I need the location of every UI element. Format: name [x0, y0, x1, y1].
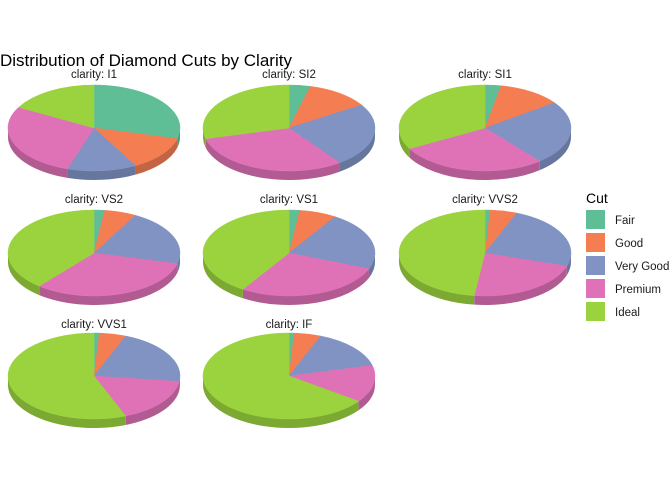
- legend-key-good: [586, 233, 605, 252]
- pie-wall-ideal: [203, 376, 359, 429]
- legend-label-ideal: Ideal: [615, 307, 640, 319]
- pie-slice-very-good: [484, 102, 572, 162]
- facet-label: clarity: I1: [71, 69, 117, 81]
- pie-wall-ideal: [203, 128, 206, 148]
- legend: Cut Fair Good Very Good Premium Ideal: [586, 190, 669, 321]
- legend-entries: Fair Good Very Good Premium Ideal: [586, 210, 669, 321]
- facet-label: clarity: VVS2: [452, 194, 518, 206]
- pie-slice-premium: [288, 365, 376, 402]
- pie-slice-ideal: [398, 209, 486, 296]
- pie-slice-ideal: [18, 84, 95, 129]
- pie-slice-premium: [38, 252, 178, 297]
- pie-wall-premium: [242, 268, 369, 305]
- chart-title: Distribution of Diamond Cuts by Clarity: [0, 51, 292, 70]
- pie-slice-ideal: [7, 209, 95, 287]
- pie-wall-ideal: [7, 253, 40, 296]
- pie-slice-ideal: [202, 84, 290, 139]
- facet-if: clarity: IF: [202, 319, 376, 429]
- pie-wall-very-good: [566, 253, 571, 276]
- facet-label: clarity: VS2: [65, 194, 123, 206]
- pie-wall-premium: [205, 138, 340, 180]
- pie-wall-very-good: [177, 253, 180, 273]
- pie-slice-premium: [242, 252, 370, 297]
- pie-wall-premium: [474, 266, 567, 305]
- pie-slice-very-good: [288, 216, 376, 270]
- pie-wall-very-good: [339, 128, 375, 172]
- pie-slice-ideal: [202, 332, 360, 420]
- legend-key-premium: [586, 279, 605, 298]
- facet-si2: clarity: SI2: [202, 69, 376, 180]
- pie-wall-fair: [177, 128, 180, 148]
- legend-label-good: Good: [615, 238, 643, 250]
- legend-key-very-good: [586, 256, 605, 275]
- pie-slice-premium: [409, 127, 541, 172]
- pie-slice-good: [288, 86, 363, 129]
- facet-vs2: clarity: VS2: [7, 194, 181, 305]
- pie-slice-very-good: [93, 215, 181, 264]
- facet-label: clarity: IF: [266, 319, 313, 331]
- facet-label: clarity: VVS1: [61, 319, 127, 331]
- pie-slice-very-good: [288, 104, 376, 164]
- legend-label-premium: Premium: [615, 284, 661, 296]
- legend-key-ideal: [586, 302, 605, 321]
- facet-vs1: clarity: VS1: [202, 194, 376, 305]
- pie-slice-very-good: [93, 335, 181, 382]
- pie-slice-premium: [205, 127, 341, 172]
- pie-slice-ideal: [202, 209, 290, 290]
- pie-wall-premium: [39, 263, 178, 305]
- pie-slice-premium: [93, 375, 180, 417]
- pie-wall-ideal: [399, 253, 475, 305]
- pie-slice-ideal: [398, 84, 486, 149]
- pie-wall-premium: [409, 148, 540, 180]
- legend-title: Cut: [586, 190, 608, 206]
- pie-wall-ideal: [8, 376, 126, 428]
- facet-vvs1: clarity: VVS1: [7, 319, 181, 428]
- facet-vvs2: clarity: VVS2: [398, 194, 572, 305]
- facet-label: clarity: SI2: [262, 69, 316, 81]
- pie-wall-premium: [358, 376, 375, 411]
- pie-wall-premium: [125, 381, 180, 425]
- facet-label: clarity: VS1: [260, 194, 318, 206]
- facet-label: clarity: SI1: [458, 69, 512, 81]
- legend-key-fair: [586, 210, 605, 229]
- pie-slice-very-good: [67, 127, 136, 172]
- pie-slice-fair: [93, 84, 181, 139]
- pie-wall-ideal: [399, 128, 410, 158]
- legend-label-very-good: Very Good: [615, 261, 669, 273]
- pie-slice-premium: [473, 252, 568, 297]
- facet-grid: clarity: I1 clarity: SI2 clarity: SI1 clari…: [7, 69, 572, 429]
- pie-wall-good: [135, 138, 178, 175]
- pie-slice-very-good: [484, 212, 572, 267]
- pie-wall-very-good: [368, 253, 375, 278]
- pie-slice-good: [93, 127, 178, 166]
- pie-wall-premium: [8, 128, 68, 178]
- facet-si1: clarity: SI1: [398, 69, 572, 180]
- pie-slice-good: [484, 85, 556, 129]
- legend-label-fair: Fair: [615, 215, 635, 227]
- pie-wall-ideal: [203, 253, 243, 299]
- pie-slice-premium: [7, 107, 95, 170]
- pie-slice-ideal: [7, 332, 127, 420]
- pie-wall-very-good: [539, 128, 571, 171]
- facet-i1: clarity: I1: [7, 69, 181, 180]
- pie-slice-very-good: [288, 335, 373, 377]
